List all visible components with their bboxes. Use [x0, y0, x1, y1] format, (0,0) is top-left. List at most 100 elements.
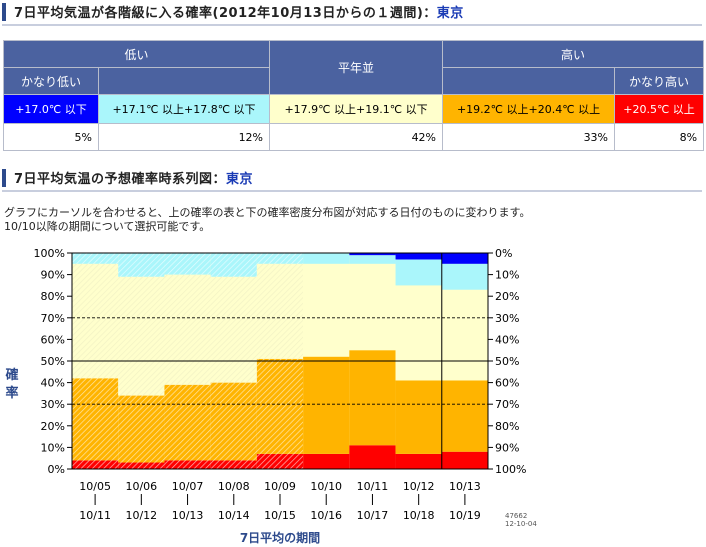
- x-label-start: 10/07: [172, 480, 204, 493]
- bar-segment-very-high[interactable]: [303, 453, 350, 469]
- x-label-end: 10/15: [264, 509, 296, 522]
- subheader-very-low: かなり低い: [3, 67, 99, 95]
- range-very-high: +20.5℃ 以上: [614, 94, 705, 124]
- bar-segment-normal[interactable]: [349, 263, 396, 351]
- range-normal: +17.9℃ 以上+19.1℃ 以下: [269, 94, 444, 124]
- bar-segment-very-low[interactable]: [395, 253, 442, 260]
- bar-segment-low[interactable]: [210, 253, 257, 277]
- prob-very-high: 8%: [614, 123, 705, 151]
- bar-segment-low[interactable]: [72, 253, 119, 264]
- left-tick-label: 10%: [41, 441, 65, 454]
- prob-low: 12%: [97, 123, 271, 151]
- bar-segment-normal[interactable]: [441, 289, 488, 381]
- header-accent-bar: [2, 169, 6, 187]
- bar-segment-low[interactable]: [118, 253, 165, 277]
- x-label-end: 10/19: [449, 509, 481, 522]
- bar-segment-high[interactable]: [164, 384, 211, 461]
- bar-segment-very-high[interactable]: [395, 453, 442, 469]
- bar-segment-normal[interactable]: [210, 276, 257, 383]
- range-very-low: +17.0℃ 以下: [3, 94, 99, 124]
- bar-segment-very-high[interactable]: [441, 451, 488, 469]
- left-tick-label: 20%: [41, 420, 65, 433]
- bar-segment-very-high[interactable]: [210, 460, 257, 469]
- right-tick-label: 70%: [495, 398, 519, 411]
- right-tick-label: 100%: [495, 463, 526, 476]
- description-line-2: 10/10以降の期間について選択可能です。: [4, 220, 211, 233]
- left-tick-label: 70%: [41, 312, 65, 325]
- bar-segment-high[interactable]: [441, 380, 488, 452]
- right-tick-label: 60%: [495, 377, 519, 390]
- x-label-end: 10/16: [310, 509, 342, 522]
- bar-segment-very-low[interactable]: [349, 253, 396, 256]
- bar-segment-very-high[interactable]: [164, 460, 211, 469]
- bar-segment-normal[interactable]: [164, 274, 211, 385]
- bar-segment-high[interactable]: [303, 356, 350, 454]
- left-tick-label: 60%: [41, 333, 65, 346]
- x-label-end: 10/17: [357, 509, 389, 522]
- probability-table: 低い 平年並 高い かなり低い かなり高い +17.0℃ 以下 +17.1℃ 以…: [2, 40, 705, 151]
- bar-segment-high[interactable]: [256, 358, 304, 454]
- probability-section-header: 7日平均気温が各階級に入る確率(2012年10月13日からの１週間)：東京: [2, 0, 702, 26]
- y-axis-title-char-2: 率: [5, 385, 18, 401]
- bar-segment-low[interactable]: [164, 253, 211, 275]
- bar-segment-high[interactable]: [118, 395, 165, 463]
- left-tick-label: 30%: [41, 398, 65, 411]
- right-tick-label: 30%: [495, 312, 519, 325]
- bar-segment-very-high[interactable]: [72, 460, 119, 469]
- x-label-start: 10/09: [264, 480, 296, 493]
- bar-segment-very-low[interactable]: [441, 253, 488, 264]
- bar-segment-low[interactable]: [256, 253, 304, 264]
- x-label-end: 10/11: [79, 509, 111, 522]
- bar-segment-high[interactable]: [349, 350, 396, 446]
- group-header-low: 低い: [2, 40, 271, 68]
- right-tick-label: 80%: [495, 420, 519, 433]
- bar-segment-normal[interactable]: [303, 263, 350, 357]
- chart-date-label: 12-10-04: [505, 520, 537, 528]
- bar-segment-low[interactable]: [303, 253, 350, 264]
- bar-segment-low[interactable]: [441, 263, 488, 290]
- prob-very-low: 5%: [3, 123, 99, 151]
- group-header-high: 高い: [442, 40, 705, 68]
- left-tick-label: 50%: [41, 355, 65, 368]
- bar-segment-high[interactable]: [210, 382, 257, 461]
- x-axis-title: 7日平均の期間: [240, 530, 320, 545]
- subheader-high-blank: [442, 67, 616, 95]
- prob-normal: 42%: [269, 123, 444, 151]
- x-label-start: 10/12: [403, 480, 435, 493]
- bar-segment-normal[interactable]: [256, 263, 304, 359]
- left-tick-label: 90%: [41, 269, 65, 282]
- left-tick-label: 0%: [48, 463, 65, 476]
- bar-segment-very-high[interactable]: [349, 445, 396, 469]
- right-tick-label: 40%: [495, 333, 519, 346]
- left-tick-label: 40%: [41, 377, 65, 390]
- location-name: 東京: [226, 172, 254, 187]
- subheader-very-high: かなり高い: [614, 67, 705, 95]
- bar-segment-low[interactable]: [349, 255, 396, 264]
- x-label-start: 10/08: [218, 480, 250, 493]
- bar-segment-low[interactable]: [395, 259, 442, 286]
- x-label-start: 10/05: [79, 480, 111, 493]
- bar-segment-normal[interactable]: [72, 263, 119, 379]
- bar-segment-normal[interactable]: [395, 285, 442, 381]
- right-tick-label: 90%: [495, 441, 519, 454]
- x-label-end: 10/18: [403, 509, 435, 522]
- description-line-1: グラフにカーソルを合わせると、上の確率の表と下の確率密度分布図が対応する日付のも…: [4, 206, 531, 219]
- right-tick-label: 50%: [495, 355, 519, 368]
- subheader-low-blank: [97, 67, 271, 95]
- right-tick-label: 20%: [495, 290, 519, 303]
- left-tick-label: 100%: [34, 247, 65, 260]
- left-tick-label: 80%: [41, 290, 65, 303]
- x-label-end: 10/13: [172, 509, 204, 522]
- bar-segment-very-high[interactable]: [118, 462, 165, 469]
- bar-segment-normal[interactable]: [118, 276, 165, 396]
- prob-high: 33%: [442, 123, 616, 151]
- right-tick-label: 0%: [495, 247, 512, 260]
- group-header-normal: 平年並: [269, 40, 444, 95]
- bar-segment-high[interactable]: [395, 380, 442, 454]
- x-label-start: 10/10: [310, 480, 342, 493]
- probability-timeseries-chart[interactable]: 100% 90% 80% 70% 60% 50% 40% 30% 20% 10% 0% 0% 10% 2…: [0, 238, 560, 547]
- bar-segment-high[interactable]: [72, 378, 119, 461]
- right-tick-label: 10%: [495, 269, 519, 282]
- location-name: 東京: [436, 6, 464, 21]
- bar-segment-very-high[interactable]: [256, 453, 304, 469]
